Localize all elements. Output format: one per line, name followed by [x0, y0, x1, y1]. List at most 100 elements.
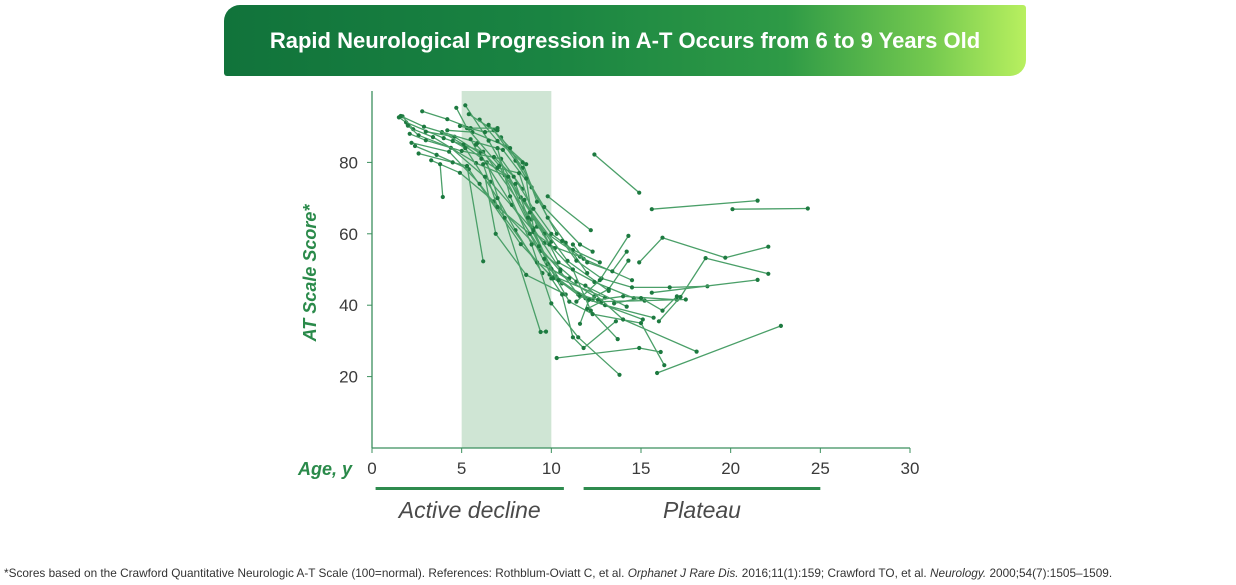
data-point [430, 135, 436, 140]
data-point [542, 256, 547, 261]
data-point [638, 296, 644, 301]
data-point [479, 156, 484, 161]
data-point [450, 160, 455, 165]
data-point [624, 249, 629, 254]
data-point [590, 312, 595, 317]
data-point [477, 181, 482, 186]
series-34 [542, 256, 656, 320]
data-point [637, 190, 642, 195]
x-tick-label-10: 10 [542, 459, 561, 478]
data-point [585, 306, 590, 311]
footnote-text: *Scores based on the Crawford Quantitati… [4, 566, 628, 580]
data-point [518, 242, 523, 247]
data-point [588, 228, 593, 233]
footnote-text: 2016;11(1):159; Crawford TO, et al. [738, 566, 930, 580]
data-point [626, 233, 631, 238]
data-point [423, 138, 428, 143]
data-point [542, 204, 547, 210]
data-point [674, 294, 680, 299]
phase-bar-plateau [583, 487, 821, 490]
data-point [660, 308, 665, 313]
data-point [570, 242, 576, 247]
data-point [511, 174, 516, 179]
data-point [463, 103, 468, 108]
data-point [667, 285, 672, 290]
data-point [583, 283, 588, 288]
data-point [536, 244, 541, 249]
series-9 [438, 162, 445, 200]
data-point [577, 321, 583, 326]
data-point [560, 238, 565, 243]
data-point [554, 355, 559, 361]
data-point [508, 146, 513, 151]
data-point [445, 117, 450, 122]
data-point [522, 197, 527, 202]
data-point [662, 363, 667, 368]
data-point [545, 194, 550, 199]
x-tick-label-5: 5 [457, 459, 466, 478]
chart-title: Rapid Neurological Progression in A-T Oc… [269, 27, 981, 53]
data-point [574, 258, 579, 263]
data-point [570, 267, 576, 272]
series-23 [482, 174, 568, 297]
data-point [585, 271, 590, 276]
phase-label-active-decline: Active decline [397, 497, 541, 523]
series-line [572, 244, 628, 272]
data-point [766, 271, 771, 276]
data-point [450, 138, 455, 144]
data-point [549, 276, 554, 281]
series-1 [396, 115, 534, 222]
data-point [595, 297, 601, 302]
data-point [459, 148, 464, 154]
series-40 [574, 233, 631, 304]
data-point [655, 370, 660, 376]
series-line [732, 207, 808, 210]
series-line [538, 245, 677, 301]
y-tick-label-20: 20 [339, 368, 358, 387]
data-point [658, 349, 663, 355]
data-point [445, 128, 450, 133]
data-point [649, 290, 654, 295]
data-point [416, 151, 421, 156]
data-point [527, 231, 532, 236]
data-point [447, 149, 452, 154]
data-point [524, 176, 529, 181]
data-point [495, 128, 500, 133]
data-point [423, 129, 428, 134]
data-point [638, 321, 644, 326]
series-36 [554, 345, 663, 361]
data-point [543, 329, 549, 334]
x-tick-label-20: 20 [721, 459, 740, 478]
x-tick-label-25: 25 [811, 459, 830, 478]
data-point [398, 113, 403, 119]
data-point [495, 196, 500, 201]
series-line [418, 152, 484, 262]
data-point [549, 301, 554, 306]
x-tick-label-30: 30 [901, 459, 920, 478]
data-point [502, 215, 507, 220]
data-point [434, 152, 439, 157]
phase-label-plateau: Plateau [663, 497, 741, 523]
data-point [626, 258, 631, 263]
data-point [597, 278, 602, 283]
data-point [500, 147, 505, 152]
data-point [617, 372, 622, 377]
data-point [464, 163, 470, 169]
data-point [683, 297, 688, 302]
series-line [561, 240, 708, 289]
data-point [491, 154, 496, 160]
y-tick-label-40: 40 [339, 296, 358, 315]
series-27 [466, 112, 595, 254]
data-point [556, 278, 561, 283]
series-line [422, 110, 498, 129]
data-point [730, 207, 735, 212]
data-point [529, 242, 534, 247]
data-point [586, 297, 592, 302]
data-point [656, 319, 662, 324]
series-51 [612, 294, 680, 313]
data-point [585, 260, 590, 265]
data-point [703, 256, 708, 261]
data-point [493, 231, 498, 236]
series-49 [656, 256, 771, 324]
